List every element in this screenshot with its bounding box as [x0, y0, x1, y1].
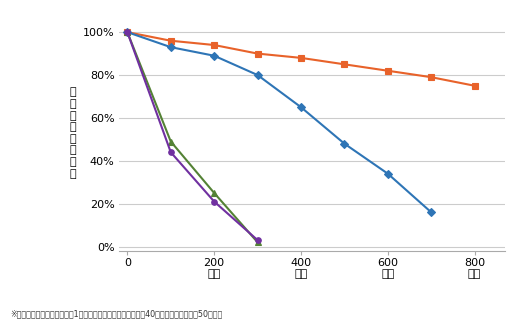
Text: ※超促進耐候性試験で実際の1年に相当する時間：内陸部（約40時間）／沿岸部（約50時間）: ※超促進耐候性試験で実際の1年に相当する時間：内陸部（約40時間）／沿岸部（約5… — [10, 309, 223, 318]
Y-axis label: 光
沢
保
持
率
（
％
）: 光 沢 保 持 率 （ ％ ） — [69, 87, 75, 179]
